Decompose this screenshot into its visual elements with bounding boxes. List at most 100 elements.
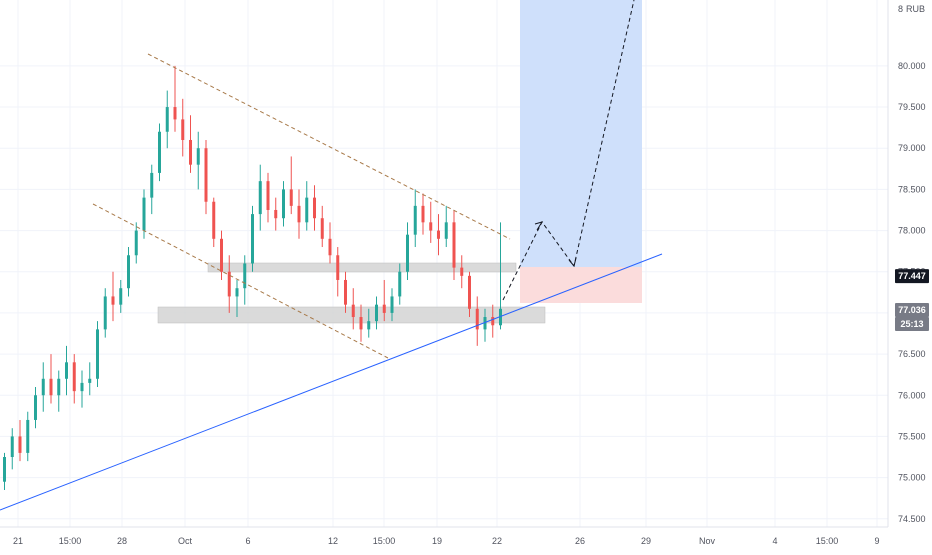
candle-body bbox=[127, 255, 130, 289]
y-tick-label: 78.500 bbox=[898, 184, 926, 194]
y-tick-label: 76.000 bbox=[898, 390, 926, 400]
candle-body bbox=[142, 197, 146, 231]
candle-body bbox=[189, 139, 192, 165]
y-tick-label: 76.500 bbox=[898, 349, 926, 359]
support-zone bbox=[157, 306, 546, 324]
x-tick-label: 22 bbox=[492, 536, 502, 546]
x-tick-label: 29 bbox=[641, 536, 651, 546]
candle-body bbox=[320, 218, 324, 239]
candle-body bbox=[375, 304, 378, 322]
candle-body bbox=[452, 222, 456, 268]
price-tag bbox=[895, 269, 929, 284]
candle-body bbox=[57, 378, 61, 396]
candle-body bbox=[351, 304, 355, 318]
candle-body bbox=[359, 317, 363, 330]
x-tick-label: Oct bbox=[178, 536, 193, 546]
candle-body bbox=[49, 378, 53, 396]
candle-body bbox=[305, 197, 309, 223]
candle-body bbox=[41, 378, 45, 396]
projection-arrowhead bbox=[568, 257, 577, 268]
support-zone bbox=[207, 262, 517, 273]
candle-body bbox=[88, 378, 92, 383]
candle-body bbox=[34, 395, 37, 420]
x-tick-label: 19 bbox=[432, 536, 442, 546]
y-tick-label: 79.500 bbox=[898, 102, 926, 112]
x-tick-label: 4 bbox=[772, 536, 777, 546]
candle-body bbox=[227, 271, 231, 297]
x-tick-label: 15:00 bbox=[373, 536, 396, 546]
candle-body bbox=[18, 436, 22, 453]
candle-body bbox=[429, 222, 433, 231]
currency-label: RUB bbox=[906, 4, 925, 14]
candle-body bbox=[289, 189, 293, 206]
candle-body bbox=[243, 263, 247, 289]
candles bbox=[3, 65, 502, 490]
projection-path bbox=[502, 0, 635, 301]
candle-body bbox=[437, 230, 440, 239]
candle-body bbox=[173, 107, 177, 120]
price-tags: 77.447 77.036 25:13 bbox=[895, 269, 929, 331]
candle-body bbox=[204, 148, 208, 202]
candle-body bbox=[134, 230, 138, 256]
price-tag-label: 25:13 bbox=[900, 319, 923, 329]
projection-arrowhead bbox=[534, 221, 544, 231]
trend-line bbox=[0, 253, 663, 511]
x-tick-label: 15:00 bbox=[59, 536, 82, 546]
candle-body bbox=[10, 436, 14, 458]
time-axis-panel bbox=[0, 527, 932, 550]
x-tick-label: Nov bbox=[699, 536, 716, 546]
candle-body bbox=[367, 321, 371, 330]
candle-body bbox=[344, 279, 347, 305]
y-tick-label: 75.500 bbox=[898, 431, 926, 441]
candle-body bbox=[111, 296, 115, 305]
x-tick-label: 9 bbox=[874, 536, 879, 546]
target-box bbox=[520, 0, 642, 267]
candle-body bbox=[382, 304, 386, 313]
y-tick-label: 78.000 bbox=[898, 226, 926, 236]
channel-upper-line bbox=[147, 53, 511, 240]
candle-body bbox=[212, 201, 216, 239]
candle-body bbox=[181, 119, 185, 140]
candle-body bbox=[150, 172, 154, 198]
channel-lower-line bbox=[92, 203, 389, 359]
candle-body bbox=[3, 457, 6, 482]
candle-body bbox=[413, 205, 417, 235]
candle-body bbox=[390, 296, 394, 313]
candle-body bbox=[491, 317, 495, 326]
candle-body bbox=[165, 107, 169, 132]
candle-body bbox=[499, 308, 502, 326]
price-tag bbox=[895, 316, 929, 331]
position-boxes bbox=[520, 0, 642, 303]
candle-body bbox=[158, 131, 161, 173]
price-tag bbox=[895, 302, 929, 317]
candle-body bbox=[72, 362, 76, 392]
candle-body bbox=[80, 382, 84, 392]
candle-body bbox=[475, 308, 479, 330]
candle-body bbox=[282, 189, 285, 219]
candle-body bbox=[328, 238, 332, 256]
price-tag-label: 77.447 bbox=[898, 271, 926, 281]
candle-body bbox=[274, 209, 278, 219]
candle-body bbox=[103, 296, 107, 330]
candle-body bbox=[406, 234, 409, 272]
x-tick-label: 15:00 bbox=[816, 536, 839, 546]
y-tick-label: 75.000 bbox=[898, 473, 926, 483]
y-tick-label: 79.000 bbox=[898, 143, 926, 153]
candle-body bbox=[251, 214, 254, 264]
candle-body bbox=[297, 205, 301, 223]
candle-body bbox=[266, 181, 270, 210]
drawing-lines bbox=[0, 0, 663, 511]
candle-body bbox=[444, 222, 448, 239]
x-tick-label: 6 bbox=[245, 536, 250, 546]
candle-body bbox=[26, 419, 30, 453]
candle-body bbox=[483, 317, 487, 330]
candle-body bbox=[96, 329, 99, 379]
candle-body bbox=[336, 255, 340, 280]
y-tick-partial: 8 bbox=[898, 4, 903, 14]
candle-body bbox=[65, 362, 68, 379]
candle-body bbox=[220, 238, 223, 272]
candle-body bbox=[119, 288, 123, 305]
